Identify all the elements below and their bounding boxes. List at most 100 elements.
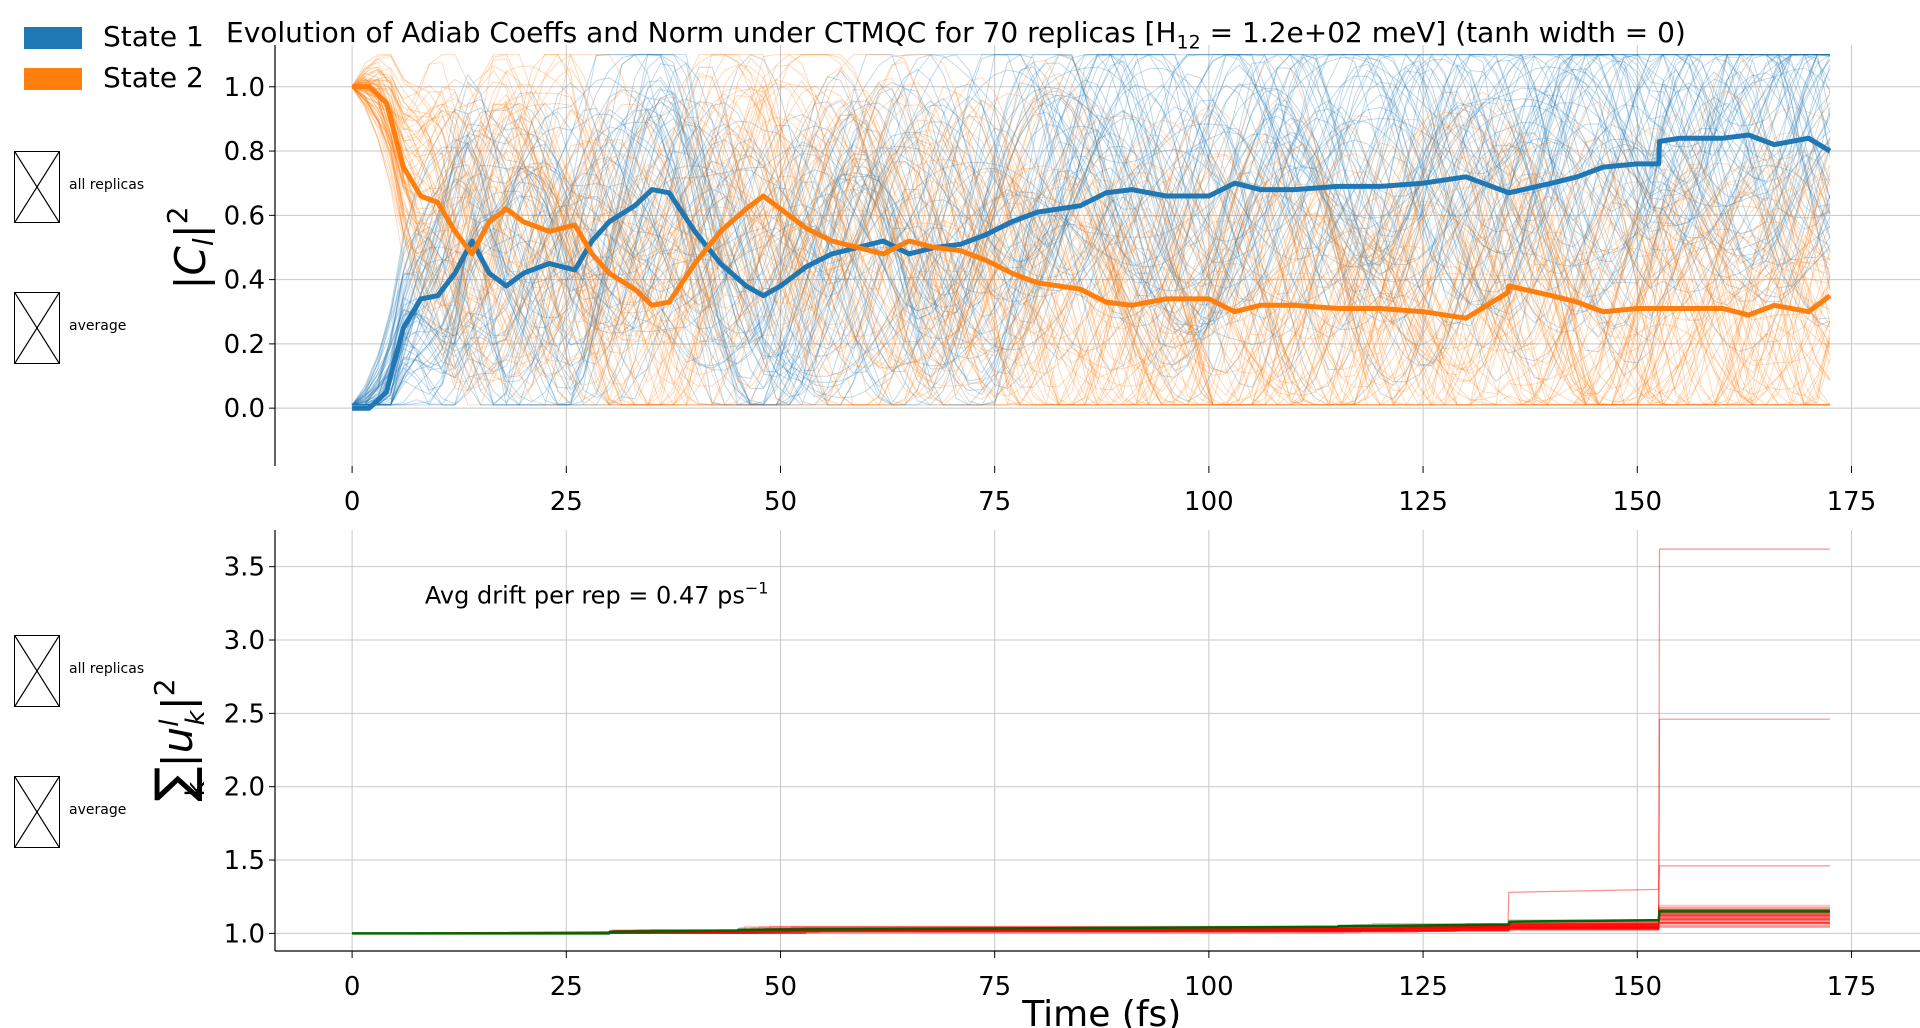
replica-line-state2 — [351, 67, 1831, 406]
chart-title: Evolution of Adiab Coeffs and Norm under… — [226, 16, 1686, 54]
toggle-top-all-replicas-checkbox[interactable] — [14, 151, 60, 223]
replica-line-state1 — [352, 54, 1831, 406]
replica-line-state2 — [351, 54, 1831, 406]
replica-line-state1 — [352, 54, 1830, 406]
replica-line-state1 — [351, 54, 1831, 406]
replica-line-state1 — [351, 101, 1831, 406]
y-tick-label: 0.4 — [224, 266, 265, 296]
replica-line-state1 — [352, 54, 1831, 406]
replica-line-state1 — [351, 54, 1831, 406]
replica-line-state2 — [351, 86, 1831, 406]
replica-line-state2 — [351, 64, 1831, 406]
legend-swatch-state1 — [24, 27, 82, 49]
replica-line-state1 — [352, 54, 1831, 406]
replica-line-state2 — [351, 54, 1831, 406]
replica-line-state2 — [351, 86, 1831, 406]
replica-norm-line — [352, 911, 1830, 934]
toggle-bottom-all-replicas-checkbox[interactable] — [14, 635, 60, 707]
replica-line-state1 — [351, 54, 1830, 406]
replica-line-state1 — [352, 54, 1831, 406]
toggle-bottom-average-checkbox[interactable] — [14, 776, 60, 848]
x-tick-label: 150 — [1612, 972, 1662, 1002]
replica-line-state2 — [351, 73, 1830, 406]
replica-line-state2 — [351, 83, 1831, 406]
replica-line-state2 — [351, 59, 1831, 406]
replica-line-state2 — [351, 86, 1831, 406]
replica-line-state2 — [352, 80, 1831, 406]
replica-line-state1 — [351, 54, 1831, 406]
x-tick-label: 0 — [344, 487, 361, 517]
replica-line-state2 — [352, 54, 1830, 406]
replica-line-state1 — [352, 54, 1830, 406]
replica-line-state2 — [351, 67, 1830, 406]
x-tick-label: 75 — [978, 487, 1011, 517]
toggle-top-average-checkbox[interactable] — [14, 292, 60, 364]
y-tick-label: 3.0 — [224, 626, 265, 656]
replica-line-state2 — [351, 54, 1831, 406]
replica-line-state2 — [351, 64, 1831, 406]
replica-line-state2 — [351, 54, 1830, 406]
replica-line-state2 — [351, 72, 1831, 406]
replica-norm-outlier — [352, 865, 1830, 935]
replica-line-state1 — [351, 54, 1831, 406]
replica-line-state1 — [352, 75, 1831, 406]
replica-line-state1 — [352, 54, 1830, 406]
replica-line-state1 — [352, 54, 1830, 406]
x-tick-label: 175 — [1827, 487, 1877, 517]
y-tick-label: 2.0 — [224, 773, 265, 803]
replica-line-state2 — [352, 86, 1830, 406]
replica-norm-line — [352, 910, 1830, 934]
y-tick-label: 0.0 — [224, 394, 265, 424]
x-tick-label: 175 — [1827, 972, 1877, 1002]
replica-line-state2 — [351, 54, 1831, 406]
replica-line-state1 — [351, 54, 1831, 406]
replica-line-state2 — [352, 81, 1831, 406]
x-tick-label: 100 — [1184, 972, 1234, 1002]
replica-line-state1 — [352, 55, 1831, 406]
replica-line-state2 — [351, 81, 1831, 401]
replica-line-state1 — [351, 54, 1831, 406]
replica-line-state1 — [351, 54, 1830, 406]
replica-line-state2 — [351, 54, 1831, 406]
drift-annotation-sup: −1 — [745, 578, 769, 597]
panel-top: 0 25 50 75 100 125 150 175 0.0 0.2 0.4 0.6 0.8 1.0 — [224, 45, 1920, 517]
replica-line-state2 — [351, 86, 1830, 406]
replica-line-state1 — [352, 54, 1831, 406]
replica-line-state1 — [351, 141, 1831, 406]
replica-line-state2 — [351, 76, 1831, 406]
y-tick-label: 0.2 — [224, 330, 265, 360]
replica-line-state2 — [351, 54, 1831, 406]
replica-line-state2 — [351, 53, 1831, 406]
replica-line-state2 — [351, 86, 1831, 406]
replica-norm-line — [352, 919, 1830, 934]
replica-line-state2 — [351, 86, 1831, 406]
replica-norm-line — [352, 921, 1830, 934]
replica-line-state1 — [352, 54, 1831, 406]
replica-line-state2 — [352, 86, 1830, 406]
replica-line-state1 — [352, 54, 1830, 406]
replica-line-state2 — [351, 54, 1831, 406]
toggle-bottom-average-label: average — [69, 802, 127, 818]
replica-line-state1 — [352, 54, 1830, 406]
average-norm-line — [352, 910, 1830, 935]
replica-line-state1 — [352, 94, 1831, 406]
x-tick-label: 150 — [1612, 487, 1662, 517]
replica-line-state1 — [352, 54, 1830, 406]
replica-line-state2 — [351, 54, 1831, 406]
replica-line-state1 — [352, 54, 1830, 406]
legend-label-state1: State 1 — [103, 20, 204, 53]
replica-line-state1 — [351, 54, 1831, 406]
replica-line-state1 — [352, 54, 1831, 406]
replica-line-state2 — [352, 83, 1830, 406]
y-tick-label: 1.0 — [224, 919, 265, 949]
replica-line-state2 — [351, 54, 1831, 406]
replica-line-state2 — [351, 86, 1831, 406]
replica-line-state1 — [352, 54, 1830, 406]
replica-norm-line — [352, 919, 1830, 934]
replica-line-state2 — [351, 54, 1831, 406]
replica-line-state1 — [352, 54, 1831, 406]
y-tick-label: 0.8 — [224, 137, 265, 167]
x-tick-label: 75 — [978, 972, 1011, 1002]
title-pre: Evolution of Adiab Coeffs and Norm under… — [226, 16, 1177, 49]
